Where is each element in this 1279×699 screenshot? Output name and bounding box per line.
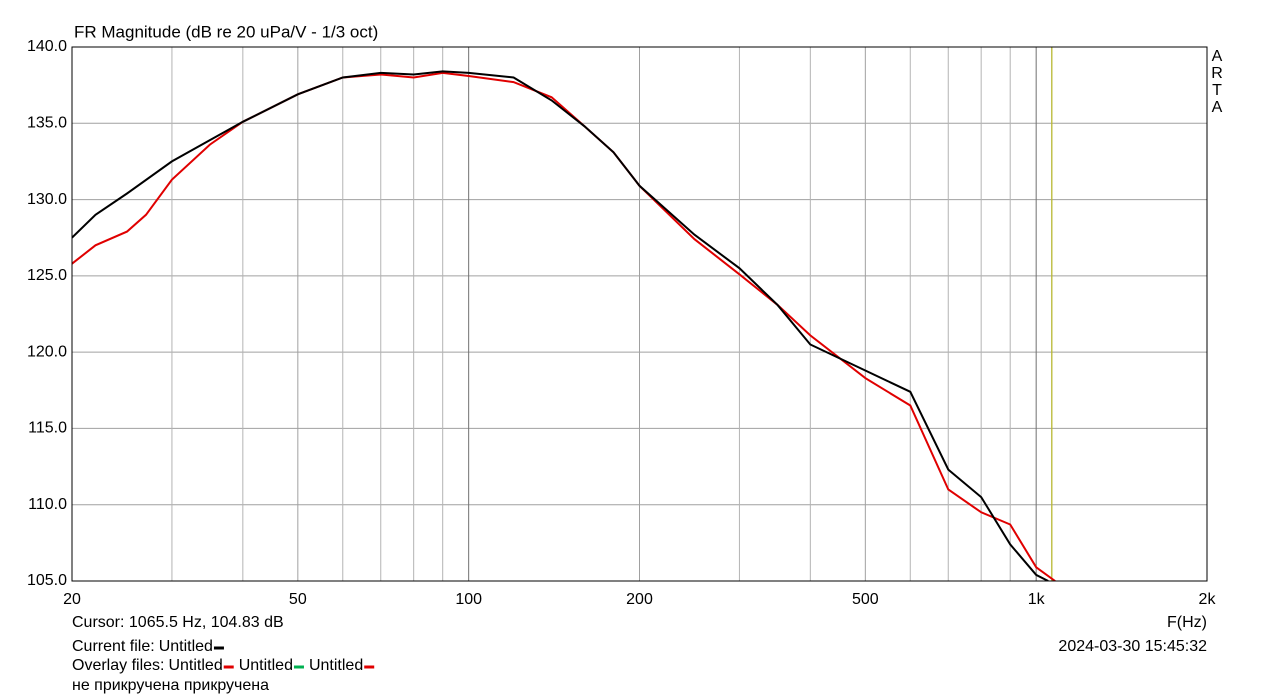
legend-entry: Untitled [168, 657, 222, 674]
legend-label: Overlay files: [72, 657, 164, 674]
y-tick-label: 135.0 [27, 115, 67, 132]
y-tick-label: 120.0 [27, 343, 67, 360]
watermark-letter: T [1212, 82, 1222, 99]
timestamp: 2024-03-30 15:45:32 [1058, 638, 1207, 655]
y-tick-label: 130.0 [27, 191, 67, 208]
y-tick-label: 140.0 [27, 38, 67, 55]
legend-label: Current file: [72, 638, 155, 655]
series-line [72, 71, 1056, 581]
watermark-letter: R [1211, 65, 1223, 82]
series-line [72, 70, 1049, 581]
x-axis-label: F(Hz) [1167, 614, 1207, 631]
watermark-letter: A [1212, 48, 1223, 65]
x-tick-label: 1k [1028, 591, 1046, 608]
watermark-letter: A [1212, 99, 1223, 116]
y-tick-label: 115.0 [28, 420, 67, 437]
x-tick-label: 50 [289, 591, 307, 608]
legend-entry: Untitled [309, 657, 363, 674]
x-tick-label: 100 [455, 591, 482, 608]
legend-entry: Untitled [159, 638, 213, 655]
x-tick-label: 500 [852, 591, 879, 608]
x-tick-label: 200 [626, 591, 653, 608]
x-tick-label: 20 [63, 591, 81, 608]
cursor-readout: Cursor: 1065.5 Hz, 104.83 dB [72, 614, 284, 631]
chart-title: FR Magnitude (dB re 20 uPa/V - 1/3 oct) [74, 22, 378, 41]
plot-frame [71, 46, 1208, 582]
note: не прикручена прикручена [72, 677, 269, 694]
y-tick-label: 105.0 [27, 572, 67, 589]
x-tick-label: 2k [1199, 591, 1217, 608]
y-tick-label: 110.0 [28, 496, 67, 513]
legend-entry: Untitled [239, 657, 293, 674]
y-tick-label: 125.0 [27, 267, 67, 284]
